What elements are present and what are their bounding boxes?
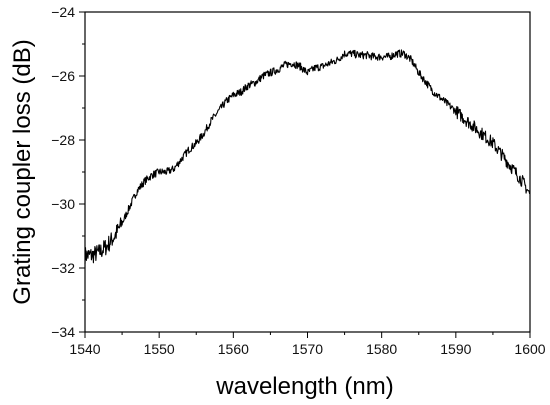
x-tick-label: 1560 [218, 341, 249, 357]
y-tick-label: −28 [51, 132, 75, 148]
x-axis-title: wavelength (nm) [215, 373, 393, 400]
x-axis-ticks [84, 332, 531, 338]
y-axis-ticks [79, 11, 85, 333]
y-tick-label: −26 [51, 68, 75, 84]
y-tick-label: −34 [51, 324, 75, 340]
y-tick-label: −24 [51, 4, 75, 20]
y-tick-label: −30 [51, 196, 75, 212]
plot-area: 1540 1550 1560 1570 1580 1590 1600 −34 −32 −30 −2… [51, 4, 546, 357]
y-axis-title: Grating coupler loss (dB) [9, 39, 36, 304]
x-tick-label: 1590 [440, 341, 471, 357]
series-line [84, 49, 531, 265]
plot-frame [84, 11, 531, 333]
x-tick-label: 1580 [366, 341, 397, 357]
x-tick-label: 1550 [144, 341, 175, 357]
y-tick-label: −32 [51, 260, 75, 276]
x-tick-label: 1540 [69, 341, 100, 357]
x-tick-label: 1570 [292, 341, 323, 357]
x-axis-tick-labels: 1540 1550 1560 1570 1580 1590 1600 [69, 341, 545, 357]
y-axis-tick-labels: −34 −32 −30 −28 −26 −24 [51, 4, 75, 340]
x-tick-label: 1600 [514, 341, 545, 357]
